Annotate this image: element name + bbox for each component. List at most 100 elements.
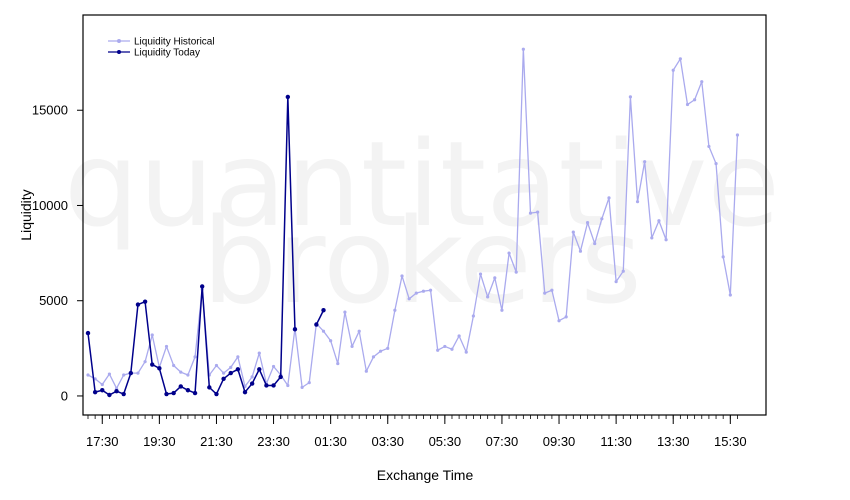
data-point xyxy=(250,375,254,379)
data-point xyxy=(721,255,725,259)
data-point xyxy=(350,344,354,349)
data-point xyxy=(178,384,183,389)
data-point xyxy=(650,236,654,240)
series-line xyxy=(87,48,739,389)
data-point xyxy=(635,200,640,204)
data-point xyxy=(386,346,390,350)
data-point xyxy=(242,389,248,395)
x-axis: 17:30 19:30 21:30 23:30 01:30 03:30 05:30 07:30… xyxy=(86,415,747,449)
series-historical xyxy=(86,47,740,390)
x-tick-label: 17:30 xyxy=(86,434,119,449)
data-point xyxy=(214,391,219,397)
data-point xyxy=(528,211,533,215)
data-point xyxy=(172,363,176,368)
data-point xyxy=(107,392,112,398)
data-point xyxy=(329,339,333,343)
data-point xyxy=(543,291,547,295)
data-point xyxy=(486,295,490,299)
series-layer xyxy=(85,47,740,398)
data-point xyxy=(150,333,154,337)
data-point xyxy=(514,270,518,274)
data-point xyxy=(357,329,361,333)
data-point xyxy=(264,383,269,388)
data-point xyxy=(192,390,198,396)
data-point xyxy=(92,389,98,395)
watermark: quantitative brokers xyxy=(64,115,780,330)
data-point xyxy=(685,102,690,107)
data-point xyxy=(271,364,276,369)
data-point xyxy=(100,382,104,387)
data-point xyxy=(257,351,261,355)
data-point xyxy=(600,217,604,221)
data-point xyxy=(571,230,575,234)
data-point xyxy=(507,251,511,255)
data-point xyxy=(657,219,661,223)
series-line xyxy=(315,309,325,325)
data-point xyxy=(193,355,197,359)
data-point xyxy=(500,308,504,312)
data-point xyxy=(143,360,147,364)
x-tick-label: 05:30 xyxy=(429,434,462,449)
data-point xyxy=(400,274,404,278)
data-point xyxy=(100,388,105,393)
data-point xyxy=(607,196,611,200)
x-tick-label: 19:30 xyxy=(143,434,176,449)
data-point xyxy=(628,95,632,99)
data-point xyxy=(199,284,205,289)
data-point xyxy=(228,370,233,376)
data-point xyxy=(457,334,461,338)
data-point xyxy=(121,391,126,397)
legend-swatch-point xyxy=(117,50,121,54)
data-point xyxy=(164,344,169,349)
data-point xyxy=(214,363,219,368)
data-point xyxy=(114,386,119,390)
watermark-line-2: brokers xyxy=(202,192,642,330)
x-tick-label: 03:30 xyxy=(371,434,404,449)
data-point xyxy=(122,373,126,377)
x-tick-label: 01:30 xyxy=(314,434,347,449)
data-point xyxy=(186,373,190,377)
x-tick-label: 23:30 xyxy=(257,434,290,449)
data-point xyxy=(150,362,155,367)
data-point xyxy=(321,329,326,333)
legend-swatch-point xyxy=(117,39,121,43)
legend-label: Liquidity Historical xyxy=(134,37,215,48)
data-point xyxy=(85,330,91,336)
x-tick-label: 09:30 xyxy=(543,434,576,449)
data-point xyxy=(707,144,711,149)
data-point xyxy=(735,133,740,137)
data-point xyxy=(135,302,141,307)
x-tick-label: 15:30 xyxy=(714,434,747,449)
data-point xyxy=(414,291,418,295)
data-point xyxy=(86,373,90,377)
data-point xyxy=(221,376,226,382)
data-point xyxy=(128,370,134,376)
data-point xyxy=(286,383,290,388)
data-point xyxy=(136,371,140,375)
data-point xyxy=(185,388,191,393)
data-point xyxy=(207,385,212,390)
data-point xyxy=(671,68,675,72)
data-point xyxy=(236,355,240,359)
data-point xyxy=(407,297,411,301)
y-tick-label: 10000 xyxy=(32,198,68,213)
data-point xyxy=(664,238,668,242)
data-point xyxy=(343,310,347,314)
data-point xyxy=(235,367,241,372)
data-point xyxy=(557,319,561,323)
plot-frame xyxy=(82,14,767,416)
data-point xyxy=(564,315,568,319)
data-point xyxy=(164,391,169,397)
series-today xyxy=(85,94,326,398)
y-tick-label: 15000 xyxy=(32,103,68,118)
data-point xyxy=(421,289,426,293)
data-point xyxy=(285,94,291,100)
data-point xyxy=(728,293,732,297)
data-point xyxy=(471,314,475,318)
data-point xyxy=(142,299,148,304)
x-axis-title: Exchange Time xyxy=(377,467,474,483)
data-point xyxy=(371,355,376,359)
data-point xyxy=(578,249,583,253)
